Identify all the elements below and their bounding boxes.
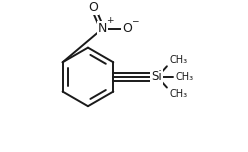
Text: N: N	[97, 22, 107, 35]
Text: CH₃: CH₃	[175, 72, 193, 82]
Text: CH₃: CH₃	[169, 55, 187, 65]
Text: −: −	[131, 16, 139, 25]
Text: +: +	[106, 16, 114, 25]
Text: CH₃: CH₃	[169, 89, 187, 99]
Text: O: O	[88, 1, 98, 14]
Text: O: O	[122, 22, 132, 35]
Text: Si: Si	[151, 70, 162, 83]
